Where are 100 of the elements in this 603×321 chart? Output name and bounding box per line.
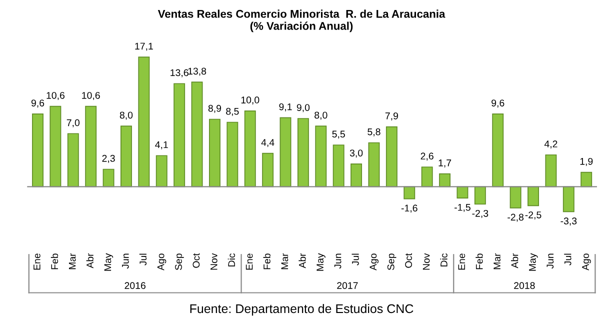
bar [262,152,274,188]
data-label: -2,5 [525,211,542,220]
data-label: 10,0 [241,96,260,105]
chart-title: Ventas Reales Comercio Minorista R. de La Araucania (% Variación Anual) [158,10,446,32]
bar [474,186,486,205]
data-label: 4,4 [261,139,274,148]
x-tick-label: Feb [50,254,58,270]
bar [280,117,292,188]
data-label: 13,6 [170,69,188,78]
bar [208,118,220,188]
bar [67,133,79,188]
bar [50,106,62,188]
x-tick-label: Feb [263,254,270,270]
x-tick-label: Nov [422,253,430,270]
bar [332,144,344,188]
x-tick-label: Mar [68,253,76,270]
data-label: -2,8 [508,214,524,222]
x-tick-label: Feb [476,254,483,270]
data-label: 2,6 [420,152,434,161]
data-label: 8,0 [314,112,328,120]
bar [191,82,203,188]
data-label: 8,9 [208,104,222,113]
bar [562,186,574,212]
data-label: 17,1 [135,42,153,51]
x-tick-label: Ago [582,254,591,270]
x-tick-label: Sep [175,254,184,270]
x-tick-label: Abr [511,253,518,268]
x-tick-label: Dic [228,253,236,266]
bar [421,166,433,188]
bar [138,56,150,188]
bar [510,186,522,208]
x-tick-label: Nov [210,253,218,270]
data-label: 7,9 [385,112,398,120]
data-label: 7,0 [66,119,80,128]
x-tick-label: Mar [494,253,500,270]
x-tick-label: Jul [352,254,359,266]
data-label: -2,3 [472,210,488,218]
x-tick-label: Ago [157,254,166,270]
x-tick-label: Ago [370,254,379,270]
bar [174,83,186,188]
data-label: 5,8 [368,128,380,136]
bar [439,173,451,188]
x-tick-label: Abr [86,253,94,268]
data-label: 8,5 [226,108,239,116]
data-label: 5,5 [332,130,345,139]
x-tick-label: Ene [458,254,466,270]
data-label: 10,6 [46,92,64,100]
bar [368,142,380,188]
x-tick-label: May [104,253,114,271]
x-tick-label: Jul [564,254,572,266]
bar [120,126,132,188]
data-label: -3,3 [560,218,577,226]
data-label: 9,6 [492,100,504,108]
data-label: 8,0 [120,112,133,120]
x-tick-label: May [316,253,326,271]
data-label: 4,2 [544,140,558,149]
data-label: 4,1 [155,141,168,150]
x-tick-label: Jun [334,254,342,269]
x-tick-label: Sep [387,254,396,270]
x-tick-label: Ene [34,254,40,270]
data-label: 10,6 [82,92,100,100]
x-tick-label: Mar [281,253,288,270]
bar [528,186,539,206]
data-label: 2,3 [102,154,115,163]
data-label: 9,6 [31,100,44,108]
bar [102,168,114,188]
x-tick-label: May [529,253,538,271]
bar [297,118,309,188]
bar [386,126,398,188]
text: 2016 [124,282,146,290]
x-tick-label: Abr [298,253,306,268]
bar [32,114,44,188]
x-tick-label: Ene [246,254,253,270]
bar [404,186,416,200]
bar [226,122,238,188]
source-note: Fuente: Departamento de Estudios CNC [190,304,414,316]
bar [244,110,256,188]
bar [156,155,168,188]
text: 2017 [337,282,358,290]
x-tick-label: Jul [139,254,147,266]
data-label: 13,8 [188,68,206,76]
data-label: 3,0 [350,150,363,158]
bar [580,172,592,188]
text: 2018 [514,282,535,290]
data-label: -1,6 [401,204,418,213]
x-tick-label: Dic [440,253,448,266]
data-label: 1,9 [580,158,593,166]
bar [315,126,327,188]
bar [350,164,362,188]
x-tick-label: Jun [122,254,129,269]
bar [492,114,504,188]
x-tick-label: Jun [546,254,554,269]
bar [85,106,97,188]
x-tick-label: Oct [192,253,200,268]
x-tick-label: Oct [405,253,412,268]
bar [545,154,557,188]
data-label: 9,0 [296,104,310,112]
data-label: -1,5 [454,204,470,212]
bar [456,186,468,198]
data-label: 9,1 [279,103,292,112]
